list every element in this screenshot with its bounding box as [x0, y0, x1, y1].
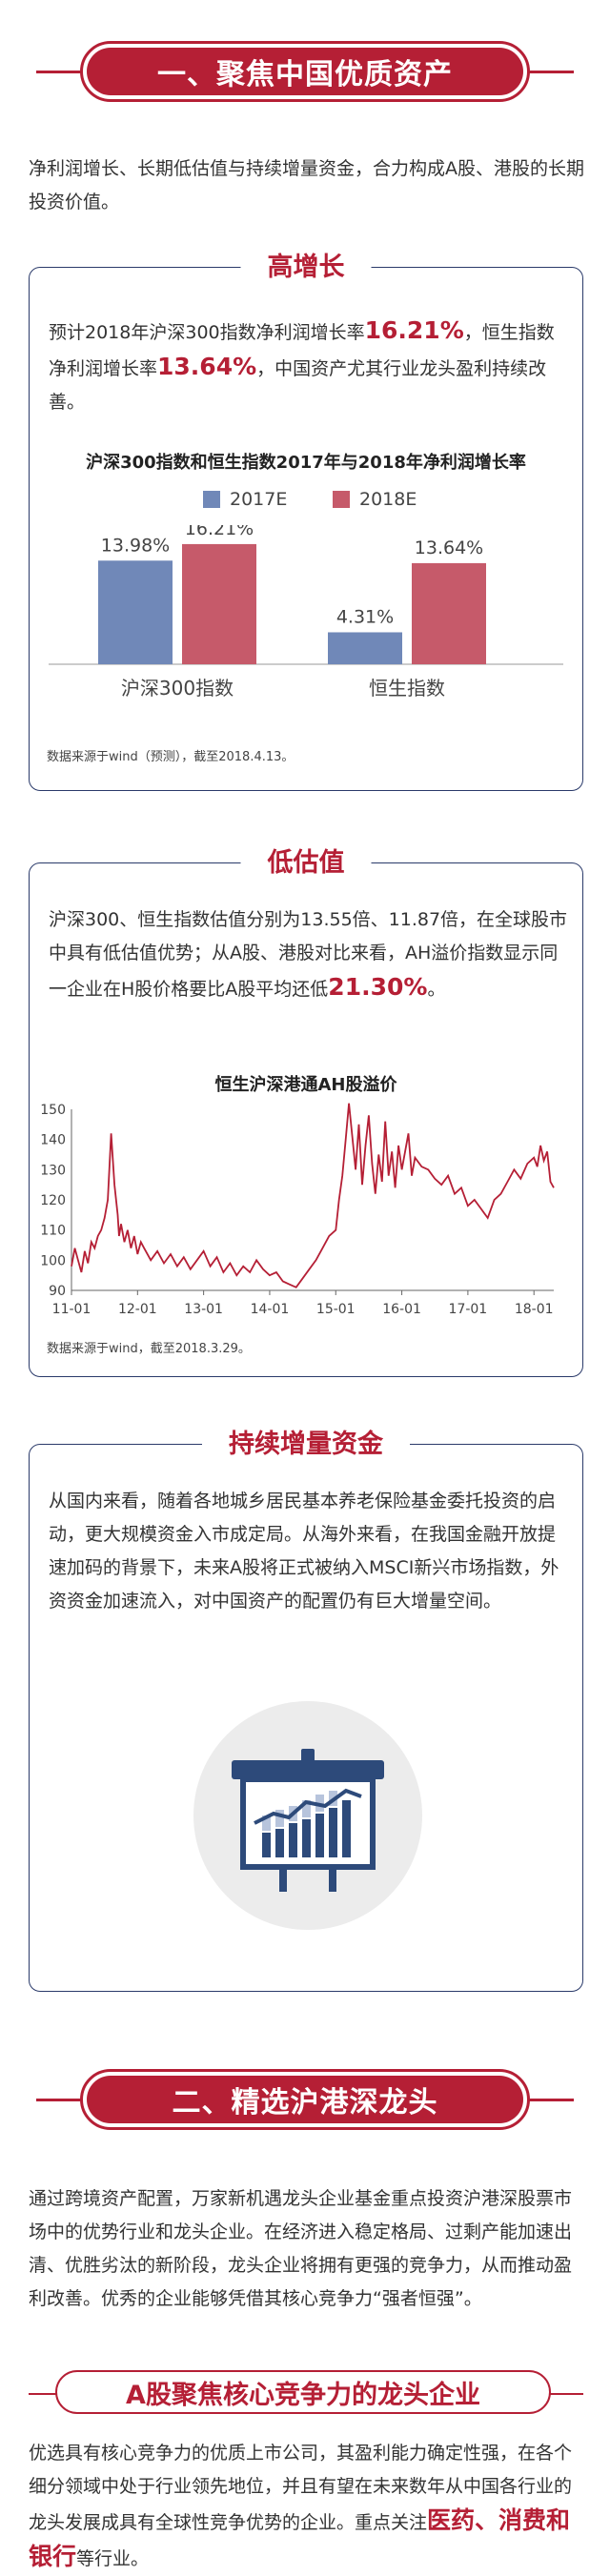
y-tick-110: 110 [40, 1224, 66, 1239]
banner-frame: 一、聚焦中国优质资产 [80, 41, 530, 102]
x-tick-11-01: 11-01 [52, 1302, 92, 1317]
banner2-line-left [36, 2099, 122, 2101]
bar-label-2018E-0: 16.21% [185, 525, 254, 539]
funds-card-text: 从国内来看，随着各地城乡居民基本养老保险基金委托投资的启动，更大规模资金入市成定… [49, 1491, 559, 1612]
valuation-card-text: 沪深300、恒生指数估值分别为13.55倍、11.87倍，在全球股市中具有低估值… [49, 903, 568, 1006]
bar-label-2017E-1: 4.31% [336, 606, 394, 627]
legend-swatch-2017e [203, 491, 220, 508]
subsection-text-2: 等行业。 [76, 2548, 150, 2569]
valuation-card-title: 低估值 [240, 844, 372, 882]
bar-label-2018E-1: 13.64% [415, 538, 483, 558]
banner2-frame: 二、精选沪港深龙头 [80, 2069, 530, 2130]
bar-label-2017E-0: 13.98% [101, 535, 170, 556]
valuation-text-2: 。 [427, 979, 446, 1000]
growth-text-3: ，中国资产尤其行业龙头盈利持续改善。 [49, 358, 547, 413]
valuation-card: 低估值 沪深300、恒生指数估值分别为13.55倍、11.87倍，在全球股市中具… [29, 844, 583, 1377]
bar-2018E-0 [182, 543, 256, 664]
subsection-title: A股聚焦核心竞争力的龙头企业 [55, 2370, 551, 2414]
x-tick-15-01: 15-01 [316, 1302, 356, 1317]
bar-category-1: 恒生指数 [369, 677, 445, 700]
section2-intro: 通过跨境资产配置，万家新机遇龙头企业基金重点投资沪港深股票市场中的优势行业和龙头… [29, 2188, 573, 2309]
banner-line-left [36, 71, 122, 73]
sub-line-right [549, 2393, 583, 2395]
x-tick-13-01: 13-01 [184, 1302, 223, 1317]
x-tick-12-01: 12-01 [118, 1302, 157, 1317]
subsection-text: 优选具有核心竞争力的优质上市公司，其盈利能力确定性强，在各个细分领域中处于行业领… [29, 2437, 586, 2576]
bar-chart-title: 沪深300指数和恒生指数2017年与2018年净利润增长率 [86, 453, 526, 473]
x-tick-16-01: 16-01 [382, 1302, 421, 1317]
y-tick-150: 150 [40, 1103, 66, 1118]
growth-card-title: 高增长 [240, 249, 372, 287]
legend-2017e: 2017E [203, 489, 287, 510]
banner-line-right [488, 71, 574, 73]
x-tick-14-01: 14-01 [251, 1302, 290, 1317]
section2-banner: 二、精选沪港深龙头 [0, 2066, 610, 2133]
presentation-icon-bg [193, 1701, 422, 1930]
x-tick-17-01: 17-01 [449, 1302, 488, 1317]
ah-premium-line [71, 1103, 555, 1288]
bar-2018E-1 [412, 562, 486, 664]
banner2-line-right [488, 2099, 574, 2101]
subsection-header: A股聚焦核心竞争力的龙头企业 [29, 2370, 583, 2418]
y-tick-130: 130 [40, 1163, 66, 1178]
legend-label-2018e: 2018E [359, 489, 417, 510]
y-tick-120: 120 [40, 1193, 66, 1208]
growth-highlight-hs300: 16.21% [364, 316, 464, 344]
growth-text-1: 预计2018年沪深300指数净利润增长率 [49, 322, 365, 343]
y-tick-100: 100 [40, 1253, 66, 1268]
section1-banner: 一、聚焦中国优质资产 [0, 38, 610, 105]
y-tick-140: 140 [40, 1133, 66, 1148]
growth-text-2: ，恒生指数净利润增长率 [49, 322, 555, 379]
valuation-text-1: 沪深300、恒生指数估值分别为13.55倍、11.87倍，在全球股市中具有低估值… [49, 909, 568, 1000]
valuation-source: 数据来源于wind，截至2018.3.29。 [47, 1342, 251, 1356]
legend-2018e: 2018E [333, 489, 417, 510]
growth-highlight-hsi: 13.64% [157, 353, 257, 380]
bar-2017E-0 [98, 560, 173, 664]
y-tick-90: 90 [49, 1284, 66, 1299]
section2-title: 二、精选沪港深龙头 [87, 2076, 523, 2123]
line-chart: 90 100 110 120 130 140 150 11-01 12-01 13-01 14-01… [40, 1103, 555, 1317]
bar-2017E-1 [328, 632, 402, 664]
growth-card: 高增长 预计2018年沪深300指数净利润增长率16.21%，恒生指数净利润增长… [29, 249, 583, 791]
section1-intro: 净利润增长、长期低估值与持续增量资金，合力构成A股、港股的长期投资价值。 [29, 158, 584, 213]
presentation-board-chart-icon [232, 1749, 384, 1892]
legend-label-2017e: 2017E [230, 489, 288, 510]
growth-source: 数据来源于wind（预测），截至2018.4.13。 [47, 750, 295, 764]
section1-title: 一、聚焦中国优质资产 [87, 48, 523, 95]
subsection-text-1: 优选具有核心竞争力的优质上市公司，其盈利能力确定性强，在各个细分领域中处于行业领… [29, 2443, 573, 2533]
growth-card-text: 预计2018年沪深300指数净利润增长率16.21%，恒生指数净利润增长率13.… [49, 314, 568, 419]
valuation-highlight: 21.30% [328, 973, 428, 1001]
legend-swatch-2018e [333, 491, 350, 508]
line-chart-title: 恒生沪深港通AH股溢价 [214, 1075, 397, 1095]
sub-line-left [29, 2393, 57, 2395]
bar-chart: 13.98% 16.21% 沪深300指数 4.31% 13.64% 恒生指数 [49, 525, 563, 700]
funds-card-title: 持续增量资金 [202, 1426, 410, 1464]
bar-category-0: 沪深300指数 [121, 677, 234, 700]
x-tick-18-01: 18-01 [515, 1302, 554, 1317]
